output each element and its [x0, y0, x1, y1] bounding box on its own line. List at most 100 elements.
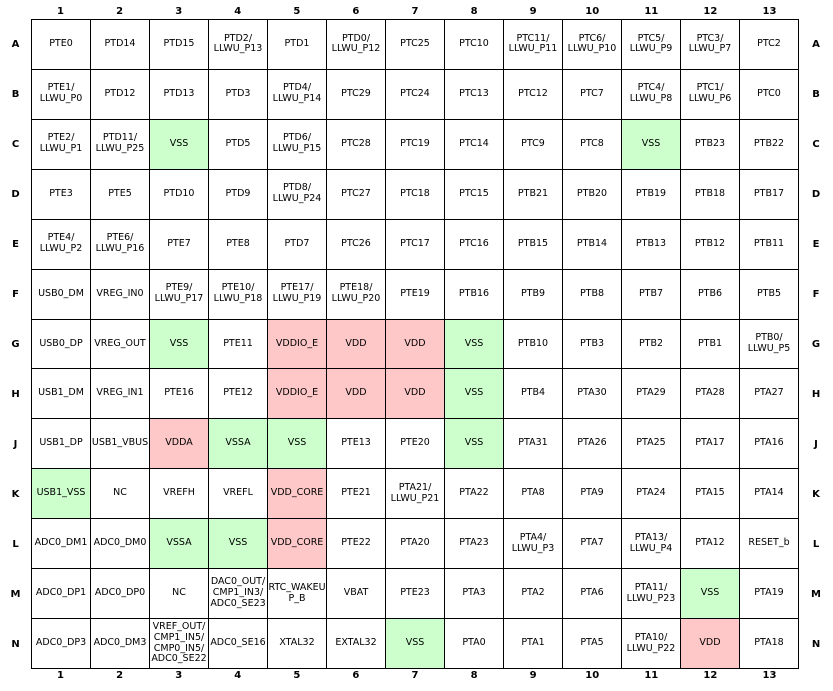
row-label: D — [11, 188, 20, 200]
ball-map-grid: PTE0 PTD14 PTD15 PTD2/ LLWU_P13 PTD1 PTD0/ LL… — [31, 19, 799, 669]
column-labels-bottom: 1 2 3 4 5 6 7 8 9 10 11 12 13 — [31, 669, 799, 683]
pin-cell: PTA9 — [563, 469, 622, 520]
pin-cell: NC — [91, 469, 150, 520]
pin-cell: PTE1/ LLWU_P0 — [32, 69, 91, 120]
pin-cell: PTA6 — [563, 569, 622, 620]
pin-cell: VSS — [445, 369, 504, 420]
pin-cell: VSS — [681, 569, 740, 620]
pin-cell: PTC0 — [740, 69, 799, 120]
pin-cell: PTC14 — [445, 119, 504, 170]
pin-cell: PTA23 — [445, 519, 504, 570]
pin-cell: EXTAL32 — [327, 619, 386, 669]
pin-cell: PTE18/ LLWU_P20 — [327, 269, 386, 320]
pin-cell: PTD13 — [150, 69, 209, 120]
pin-cell: PTA28 — [681, 369, 740, 420]
pin-cell: VREG_IN1 — [91, 369, 150, 420]
pin-cell: PTD15 — [150, 20, 209, 70]
row-label: G — [11, 338, 20, 350]
pin-cell: PTC9 — [504, 119, 563, 170]
pin-cell: VDD — [327, 369, 386, 420]
pin-cell: PTB9 — [504, 269, 563, 320]
column-label: 6 — [352, 670, 360, 681]
pin-cell: PTA2 — [504, 569, 563, 620]
pin-cell: PTD2/ LLWU_P13 — [209, 20, 268, 70]
pin-cell: PTC18 — [386, 169, 445, 220]
pin-cell: PTC6/ LLWU_P10 — [563, 20, 622, 70]
pin-cell: PTB10 — [504, 319, 563, 370]
pin-cell: PTC8 — [563, 119, 622, 170]
row-label: C — [11, 138, 20, 150]
row-label: M — [10, 588, 21, 600]
pin-cell: VDD — [327, 319, 386, 370]
pin-cell: PTB22 — [740, 119, 799, 170]
row-label: K — [11, 488, 20, 500]
pin-cell: PTE22 — [327, 519, 386, 570]
column-label: 11 — [644, 670, 659, 681]
pin-cell: ADC0_DP1 — [32, 569, 91, 620]
pin-cell: PTB17 — [740, 169, 799, 220]
pin-cell: PTE23 — [386, 569, 445, 620]
pin-cell: PTA20 — [386, 519, 445, 570]
pin-cell: VDDIO_E — [268, 319, 327, 370]
pin-cell: VDDA — [150, 419, 209, 470]
pin-cell: PTB15 — [504, 219, 563, 270]
pin-cell: PTB16 — [445, 269, 504, 320]
column-labels-top: 1 2 3 4 5 6 7 8 9 10 11 12 13 — [31, 5, 799, 19]
pin-cell: PTB19 — [622, 169, 681, 220]
column-label: 4 — [234, 670, 242, 681]
pin-cell: PTB12 — [681, 219, 740, 270]
pin-cell: PTC11/ LLWU_P11 — [504, 20, 563, 70]
pin-cell: PTA31 — [504, 419, 563, 470]
pin-cell: VSS — [209, 519, 268, 570]
pin-cell: PTC29 — [327, 69, 386, 120]
pin-cell: USB1_DM — [32, 369, 91, 420]
column-label: 1 — [57, 670, 65, 681]
pin-cell: PTA1 — [504, 619, 563, 669]
column-label: 2 — [116, 6, 124, 17]
pin-cell: PTA8 — [504, 469, 563, 520]
pin-cell: ADC0_DM0 — [91, 519, 150, 570]
pin-cell: PTB23 — [681, 119, 740, 170]
column-label: 9 — [529, 670, 537, 681]
pin-cell: PTD10 — [150, 169, 209, 220]
pin-cell: PTE21 — [327, 469, 386, 520]
column-label: 12 — [703, 670, 718, 681]
column-label: 5 — [293, 6, 301, 17]
row-label: H — [11, 388, 20, 400]
pin-cell: PTE7 — [150, 219, 209, 270]
pin-cell: PTC24 — [386, 69, 445, 120]
column-label: 12 — [703, 6, 718, 17]
row-label: G — [811, 338, 821, 350]
pin-cell: PTD14 — [91, 20, 150, 70]
row-label: L — [12, 538, 19, 550]
row-label: B — [812, 88, 820, 100]
pin-cell: PTC25 — [386, 20, 445, 70]
pin-cell: ADC0_DM3 — [91, 619, 150, 669]
row-label: A — [11, 38, 20, 50]
column-label: 5 — [293, 670, 301, 681]
pin-cell: PTC10 — [445, 20, 504, 70]
pin-cell: ADC0_SE16 — [209, 619, 268, 669]
pin-cell: PTE2/ LLWU_P1 — [32, 119, 91, 170]
pin-cell: VDD — [386, 369, 445, 420]
pin-cell: VBAT — [327, 569, 386, 620]
pin-cell: VDD_CORE — [268, 469, 327, 520]
pin-cell: VDD — [386, 319, 445, 370]
row-label: E — [812, 238, 820, 250]
row-label: N — [811, 638, 821, 650]
pin-cell: PTD7 — [268, 219, 327, 270]
pin-cell: VSS — [386, 619, 445, 669]
row-label: A — [812, 38, 820, 50]
column-label: 13 — [762, 6, 777, 17]
pin-cell: USB0_DM — [32, 269, 91, 320]
pin-cell: PTC1/ LLWU_P6 — [681, 69, 740, 120]
column-label: 10 — [585, 6, 600, 17]
pin-cell: PTC5/ LLWU_P9 — [622, 20, 681, 70]
column-label: 3 — [175, 670, 183, 681]
pin-cell: PTE17/ LLWU_P19 — [268, 269, 327, 320]
pin-cell: PTA30 — [563, 369, 622, 420]
pin-cell: PTA21/ LLWU_P21 — [386, 469, 445, 520]
pin-cell: PTE20 — [386, 419, 445, 470]
pin-cell: VSSA — [209, 419, 268, 470]
pin-cell: VSS — [268, 419, 327, 470]
